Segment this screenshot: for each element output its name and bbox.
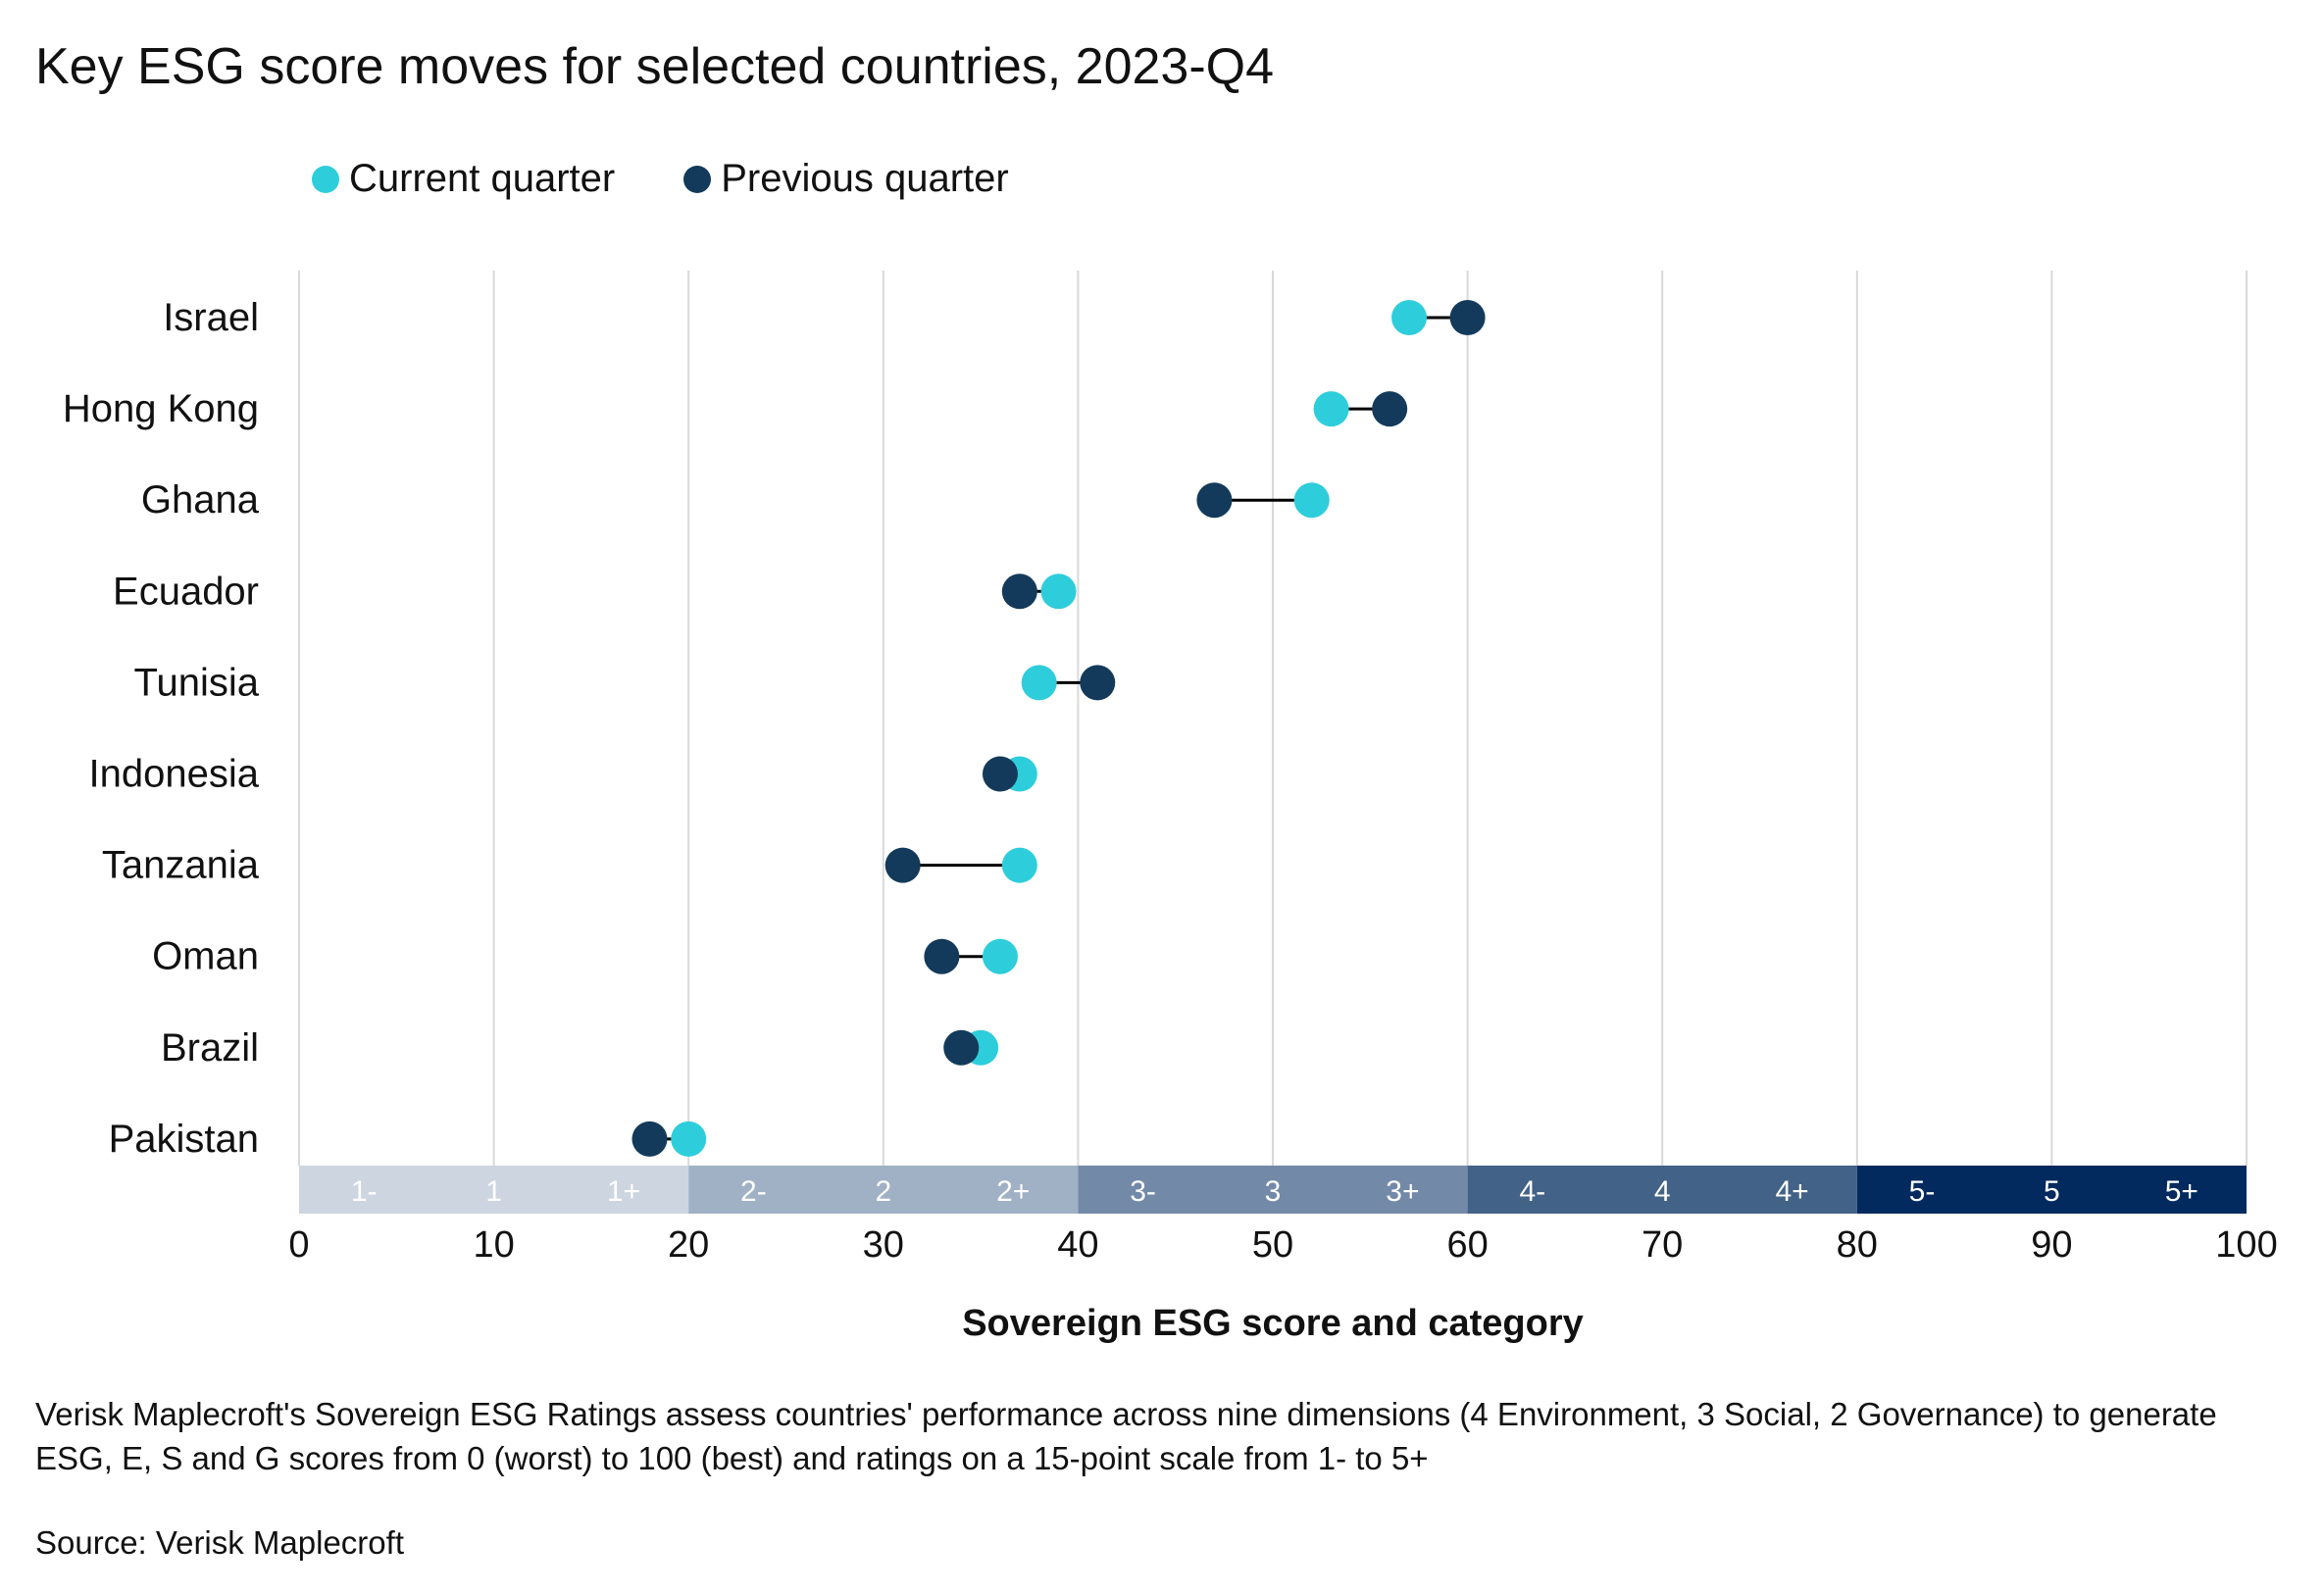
current-quarter-point (1021, 665, 1057, 701)
rating-band-label: 5+ (2165, 1175, 2198, 1208)
rating-band-label: 3+ (1386, 1175, 1419, 1208)
legend-label-current: Current quarter (349, 157, 616, 200)
rating-band (1467, 1166, 1857, 1214)
legend: Current quarter Previous quarter (312, 157, 1009, 201)
y-category-label: Oman (152, 935, 259, 978)
rating-band (688, 1166, 1079, 1214)
y-category-label: Tanzania (102, 844, 260, 887)
y-category-label: Israel (163, 296, 259, 339)
legend-label-previous: Previous quarter (721, 157, 1009, 200)
current-quarter-point (1040, 573, 1077, 610)
x-tick-label: 80 (1837, 1224, 1878, 1266)
current-quarter-point (1293, 482, 1330, 519)
rating-band-label: 1 (485, 1175, 502, 1208)
x-tick-label: 100 (2215, 1224, 2277, 1266)
x-axis-title: Sovereign ESG score and category (962, 1303, 1584, 1344)
x-tick-label: 0 (288, 1224, 309, 1266)
y-category-label: Indonesia (89, 753, 260, 796)
legend-item-previous: Previous quarter (683, 157, 1009, 201)
x-tick-label: 60 (1446, 1224, 1488, 1266)
rating-band-label: 4+ (1775, 1175, 1808, 1208)
x-tick-label: 10 (473, 1224, 514, 1266)
rating-band-label: 2+ (996, 1175, 1030, 1208)
previous-quarter-point (1372, 391, 1408, 427)
current-quarter-point (982, 938, 1018, 974)
previous-quarter-point (632, 1120, 668, 1157)
previous-quarter-point (1449, 300, 1486, 335)
y-category-label: Ecuador (113, 570, 259, 613)
current-quarter-point (1391, 300, 1428, 335)
y-category-label: Pakistan (109, 1118, 259, 1161)
chart-title: Key ESG score moves for selected countri… (35, 38, 1275, 95)
legend-marker-current (312, 165, 339, 193)
rating-band (299, 1166, 689, 1214)
x-tick-label: 30 (863, 1224, 904, 1266)
source-note: Source: Verisk Maplecroft (35, 1524, 404, 1561)
current-quarter-point (1001, 847, 1037, 883)
x-tick-label: 50 (1252, 1224, 1293, 1266)
previous-quarter-point (982, 756, 1018, 792)
y-category-label: Brazil (161, 1026, 259, 1070)
dumbbell-chart: 0 10 20 30 40 50 60 70 80 90 100 1- 1 1+ 2- 2 2+ 3- 3 3+ 4- 4… (63, 271, 2278, 1344)
footnote: Verisk Maplecroft's Sovereign ESG Rating… (35, 1396, 2217, 1476)
rating-band-label: 2- (740, 1175, 767, 1208)
rating-band-label: 1+ (607, 1175, 640, 1208)
rating-band-label: 3 (1265, 1175, 1282, 1208)
x-tick-label: 70 (1642, 1224, 1683, 1266)
rating-band-label: 5 (2044, 1175, 2060, 1208)
rating-band-label: 5- (1909, 1175, 1936, 1208)
rating-band (1856, 1166, 2247, 1214)
current-quarter-point (671, 1120, 707, 1157)
legend-marker-previous (683, 165, 712, 193)
rating-band-label: 4 (1654, 1175, 1671, 1208)
rating-band-label: 2 (875, 1175, 891, 1208)
y-category-label: Ghana (141, 478, 260, 522)
previous-quarter-point (924, 938, 960, 974)
previous-quarter-point (1196, 482, 1233, 519)
previous-quarter-point (1001, 573, 1037, 610)
legend-item-current: Current quarter (312, 157, 615, 201)
rating-band-label: 4- (1519, 1175, 1545, 1208)
x-tick-label: 90 (2031, 1224, 2072, 1266)
previous-quarter-point (943, 1029, 980, 1066)
x-tick-label: 20 (668, 1224, 709, 1266)
y-category-label: Tunisia (134, 661, 260, 704)
previous-quarter-point (884, 847, 921, 883)
rating-band (1078, 1166, 1468, 1214)
x-tick-label: 40 (1057, 1224, 1098, 1266)
rating-band-label: 3- (1130, 1175, 1156, 1208)
current-quarter-point (1313, 391, 1349, 427)
rating-band-label: 1- (351, 1175, 378, 1208)
previous-quarter-point (1080, 665, 1116, 701)
y-category-label: Hong Kong (63, 387, 259, 430)
